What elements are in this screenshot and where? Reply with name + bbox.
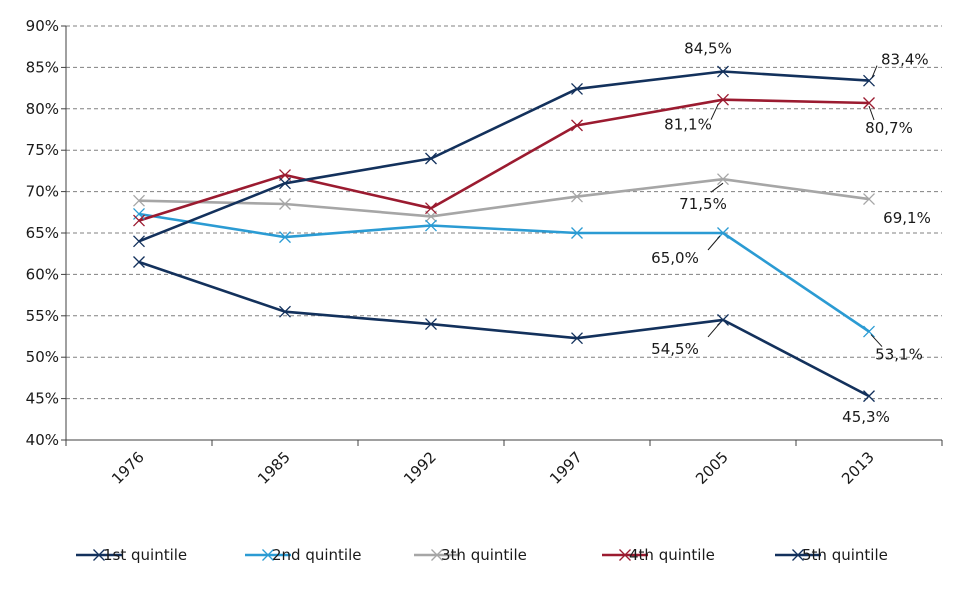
series-line — [138, 98, 870, 222]
data-point-marker — [279, 305, 291, 318]
data-label: 71,5% — [679, 195, 727, 213]
x-tick-labels: 1976 1985 1992 1997 2005 2013 — [108, 448, 878, 488]
legend-label: 3th quintile — [441, 546, 527, 564]
data-point-marker — [279, 169, 291, 181]
legend-label: 2nd quintile — [272, 546, 362, 564]
x-tick-label: 1997 — [546, 448, 586, 488]
legend-label: 4th quintile — [629, 546, 715, 564]
series-line — [138, 70, 870, 243]
data-point-marker — [717, 93, 729, 106]
data-point-marker — [133, 235, 145, 248]
x-tick-label: 1976 — [108, 448, 148, 488]
y-tick-label: 65% — [26, 224, 59, 242]
data-label: 53,1% — [875, 346, 923, 364]
data-label: 81,1% — [664, 116, 712, 134]
legend-swatch-marker — [792, 549, 804, 561]
data-point-marker — [279, 231, 291, 244]
legend-swatch-marker — [262, 549, 274, 561]
data-point-marker — [571, 227, 583, 239]
y-tick-label: 80% — [26, 100, 59, 118]
legend-label: 5th quintile — [802, 546, 888, 564]
label-leader-line — [707, 322, 721, 338]
data-point-marker — [571, 190, 583, 203]
x-tick-label: 2013 — [838, 448, 878, 488]
y-tick-label: 85% — [26, 58, 59, 76]
data-label: 69,1% — [883, 209, 931, 227]
y-tick-label: 70% — [26, 183, 59, 201]
data-label: 84,5% — [684, 40, 732, 58]
legend-label: 1st quintile — [103, 546, 187, 564]
x-tick-label: 2005 — [692, 448, 732, 488]
data-point-marker — [717, 65, 729, 78]
y-tick-label: 55% — [26, 307, 59, 325]
label-leader-line — [871, 65, 878, 78]
legend: 1st quintile 2nd quintile 3th quintile 4th … — [76, 546, 888, 564]
y-tick-label: 90% — [26, 17, 59, 35]
axes — [61, 25, 943, 446]
y-tick-label: 45% — [26, 390, 59, 408]
data-point-marker — [425, 210, 437, 223]
series-line — [138, 212, 870, 333]
label-leader-line — [868, 105, 875, 121]
data-point-marker — [571, 119, 583, 132]
gridlines — [66, 25, 942, 400]
data-point-marker — [425, 152, 437, 165]
data-point-marker — [279, 198, 291, 210]
legend-swatch-marker — [619, 549, 631, 561]
data-point-marker — [425, 318, 437, 331]
series-markers — [133, 65, 875, 403]
y-tick-label: 50% — [26, 348, 59, 366]
series-line — [138, 260, 870, 398]
data-label: 54,5% — [651, 340, 699, 358]
data-labels: 84,5% 83,4% 81,1% 80,7% 71,5% 69,1% 65,0% 53,1%… — [651, 40, 931, 427]
series-lines — [138, 70, 870, 398]
data-point-marker — [425, 202, 437, 215]
y-tick-labels: 40% 45% 50% 55% 60% 65% 70% 75% 80% 85% 90% — [26, 17, 59, 449]
label-leader-line — [707, 235, 721, 251]
data-label: 80,7% — [865, 119, 913, 137]
label-leader-line — [870, 334, 883, 347]
data-point-marker — [571, 82, 583, 95]
data-point-marker — [863, 325, 875, 338]
legend-swatch-marker — [431, 549, 443, 561]
data-point-marker — [863, 193, 875, 206]
data-point-marker — [425, 219, 437, 232]
data-label: 83,4% — [881, 51, 929, 69]
legend-swatch-marker — [93, 549, 105, 561]
y-tick-label: 75% — [26, 141, 59, 159]
data-point-marker — [133, 194, 145, 207]
data-point-marker — [717, 173, 729, 186]
data-point-marker — [133, 214, 145, 227]
data-label: 65,0% — [651, 249, 699, 267]
data-point-marker — [133, 256, 145, 268]
data-point-marker — [279, 177, 291, 190]
label-leader-line — [710, 104, 719, 120]
label-leader-line — [710, 182, 724, 193]
data-point-marker — [863, 390, 875, 403]
x-tick-label: 1992 — [400, 448, 440, 488]
y-tick-label: 60% — [26, 265, 59, 283]
y-tick-label: 40% — [26, 431, 59, 449]
data-point-marker — [571, 332, 583, 345]
data-label: 45,3% — [842, 408, 890, 426]
x-tick-label: 1985 — [254, 448, 294, 488]
series-line — [138, 177, 870, 218]
data-point-marker — [863, 97, 875, 109]
